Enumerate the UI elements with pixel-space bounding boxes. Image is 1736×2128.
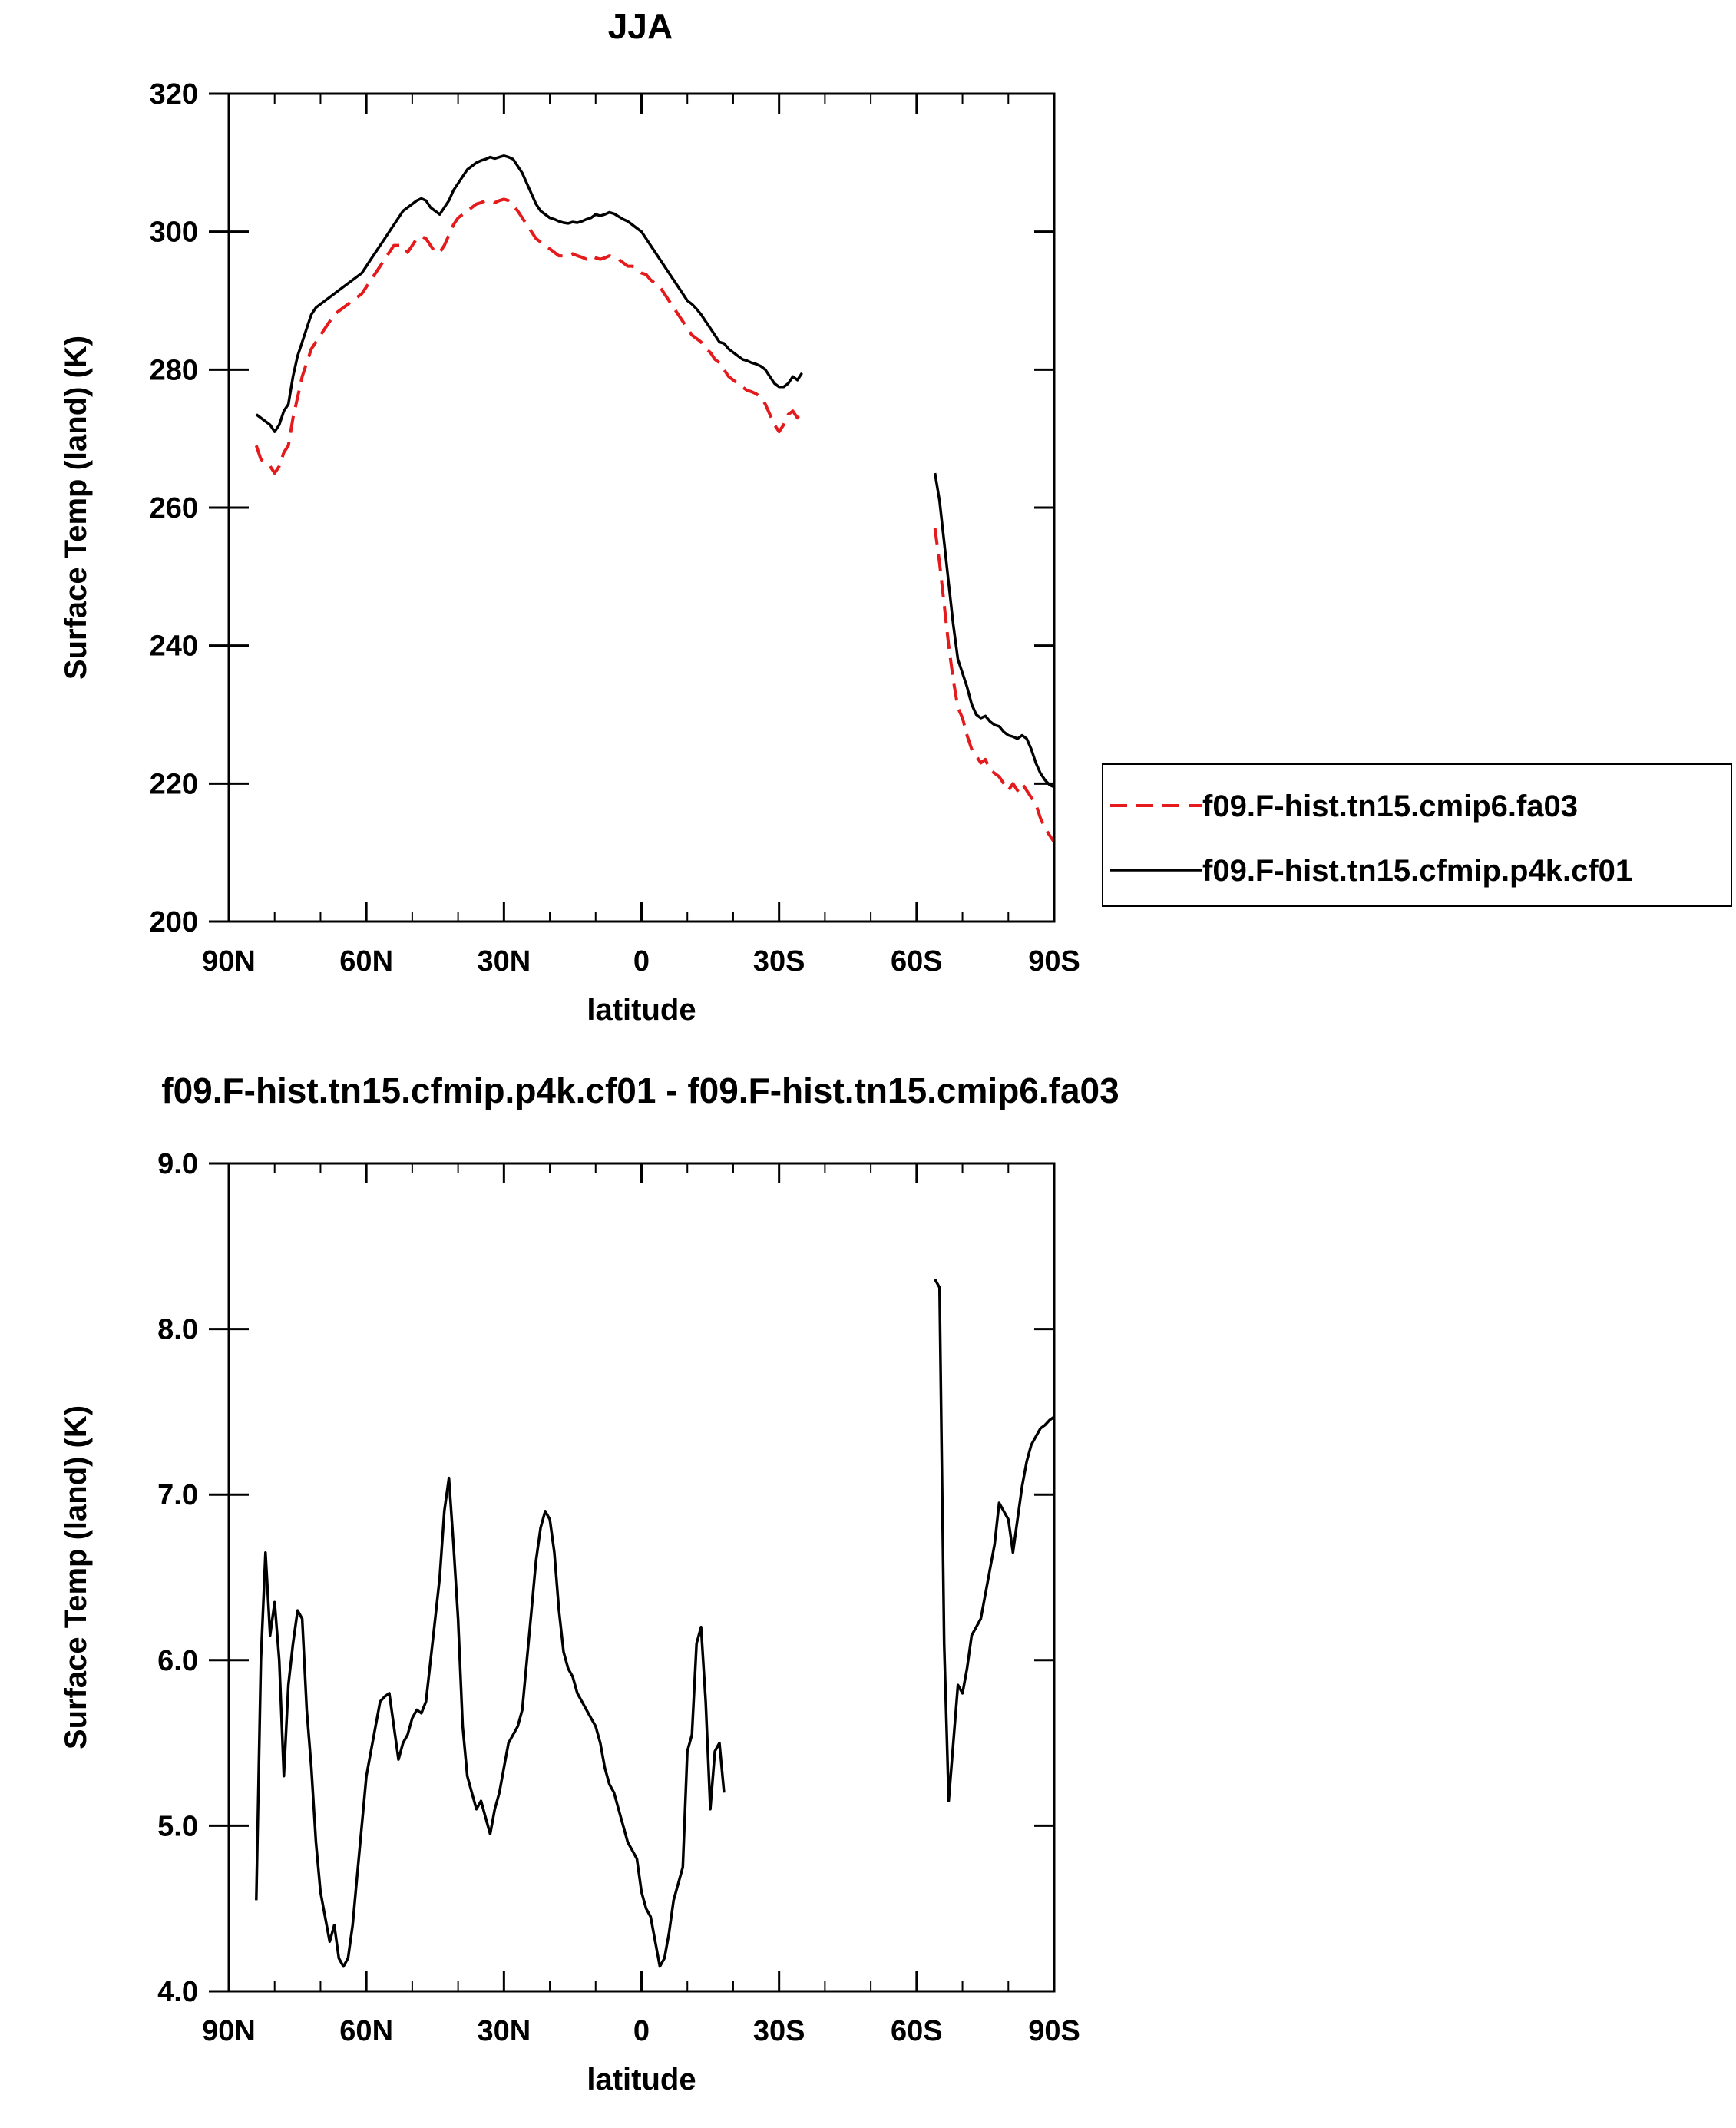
legend-label-cmip6: f09.F-hist.tn15.cmip6.fa03 xyxy=(1202,789,1578,823)
top-ytick-label-4: 280 xyxy=(150,354,198,386)
bottom-series-layer xyxy=(255,1279,1056,1968)
top-ytick-label-5: 300 xyxy=(150,217,198,249)
top-xtick-label-2: 30N xyxy=(477,945,531,978)
top-series-1-segment-0 xyxy=(255,154,803,433)
bottom-series-0-segment-0 xyxy=(255,1476,726,1968)
bottom-panel-title: f09.F-hist.tn15.cfmip.p4k.cf01 - f09.F-h… xyxy=(161,1071,1119,1110)
bottom-xtick-label-2: 30N xyxy=(477,2015,531,2047)
top-series-layer xyxy=(254,154,1056,843)
top-plot-frame xyxy=(227,92,1056,923)
top-panel-title: JJA xyxy=(608,6,673,46)
top-xtick-label-1: 60N xyxy=(339,945,393,978)
top-ytick-label-1: 220 xyxy=(150,768,198,800)
bottom-xtick-label-1: 60N xyxy=(339,2015,393,2047)
bottom-xtick-label-4: 30S xyxy=(753,2015,805,2047)
bottom-y-axis-label: Surface Temp (land) (K) xyxy=(59,1405,93,1749)
top-legend: f09.F-hist.tn15.cmip6.fa03 f09.F-hist.tn… xyxy=(1102,763,1732,907)
bottom-ytick-label-5: 9.0 xyxy=(157,1148,198,1180)
legend-label-p4k: f09.F-hist.tn15.cfmip.p4k.cf01 xyxy=(1202,854,1632,888)
top-series-1-segment-1 xyxy=(933,472,1055,789)
bottom-plot-frame xyxy=(227,1162,1056,1993)
top-xtick-label-6: 90S xyxy=(1028,945,1080,978)
top-ytick-label-3: 260 xyxy=(150,492,198,525)
bottom-series-0-segment-1 xyxy=(934,1279,1056,1802)
legend-box xyxy=(1102,763,1732,907)
top-ytick-label-6: 320 xyxy=(150,78,198,111)
top-panel: JJA 90N 60N 30N 0 30S 60S 90S 200 220 240 260 280 30… xyxy=(59,6,1732,1027)
bottom-ytick-label-1: 5.0 xyxy=(157,1810,198,1842)
top-xtick-label-4: 30S xyxy=(753,945,805,978)
bottom-xtick-label-6: 90S xyxy=(1028,2015,1080,2047)
top-x-axis-label: latitude xyxy=(587,993,696,1027)
bottom-ytick-label-4: 8.0 xyxy=(157,1314,198,1346)
bottom-xtick-label-0: 90N xyxy=(202,2015,256,2047)
top-xtick-label-3: 0 xyxy=(633,945,650,978)
bottom-ytick-label-0: 4.0 xyxy=(157,1976,198,2008)
top-series-0-segment-1 xyxy=(933,528,1056,843)
bottom-axes: 90N 60N 30N 0 30S 60S 90S 4.0 5.0 6.0 7.0 8.0 9.0 xyxy=(157,1148,1080,2047)
bottom-panel: f09.F-hist.tn15.cfmip.p4k.cf01 - f09.F-h… xyxy=(59,1071,1119,2097)
top-ytick-label-0: 200 xyxy=(150,906,198,938)
bottom-xtick-label-5: 60S xyxy=(891,2015,943,2047)
top-xtick-label-5: 60S xyxy=(891,945,943,978)
top-axes: 90N 60N 30N 0 30S 60S 90S 200 220 240 260 280 300 320 xyxy=(150,78,1080,978)
top-ytick-label-2: 240 xyxy=(150,630,198,663)
bottom-xtick-label-3: 0 xyxy=(633,2015,650,2047)
bottom-x-axis-label: latitude xyxy=(587,2063,696,2097)
bottom-ytick-label-3: 7.0 xyxy=(157,1479,198,1511)
top-y-axis-label: Surface Temp (land) (K) xyxy=(59,336,93,680)
top-xtick-label-0: 90N xyxy=(202,945,256,978)
bottom-ytick-label-2: 6.0 xyxy=(157,1645,198,1677)
top-series-0-segment-0 xyxy=(254,197,804,475)
